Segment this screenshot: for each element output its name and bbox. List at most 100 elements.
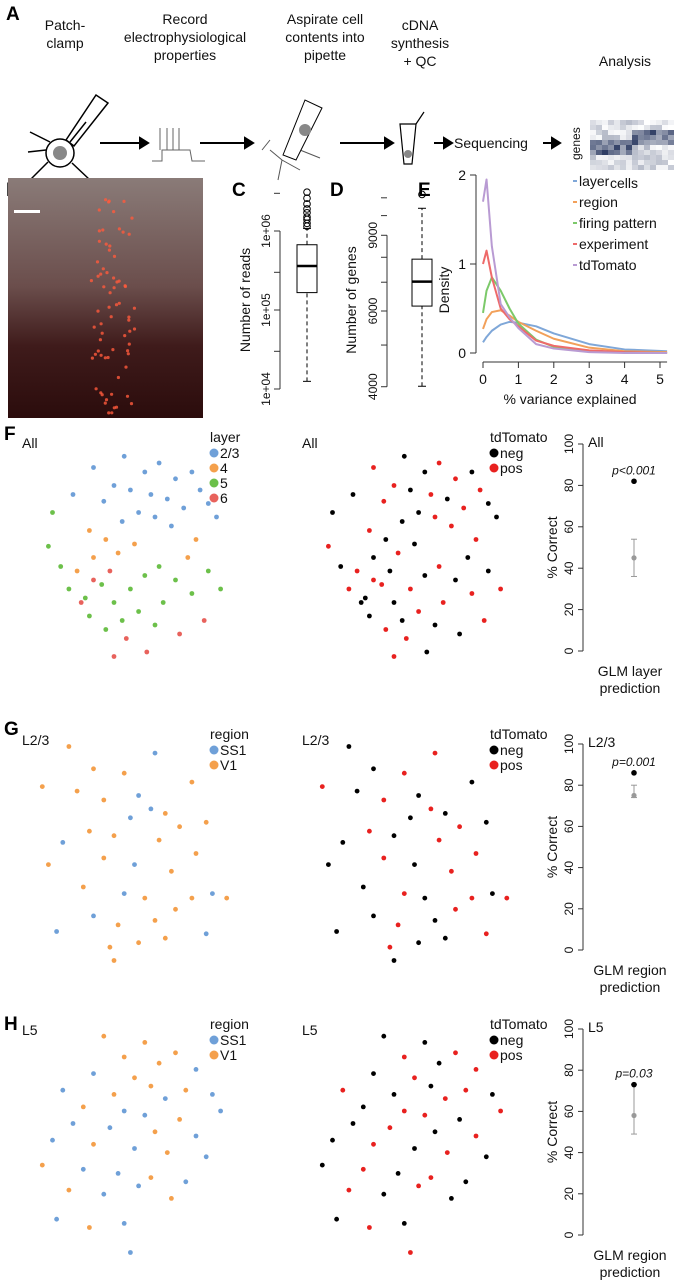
scatter-point bbox=[107, 568, 113, 574]
legend-dot bbox=[209, 463, 219, 473]
heatmap-cell bbox=[614, 155, 620, 160]
heatmap-cell bbox=[602, 130, 608, 135]
scatter-point bbox=[136, 510, 142, 515]
scatter-point bbox=[91, 577, 96, 583]
scatter-point bbox=[391, 483, 397, 488]
y-tick-label: 100 bbox=[562, 734, 576, 754]
legend-label: SS1 bbox=[220, 742, 247, 758]
legend-title: tdTomato bbox=[490, 429, 548, 445]
scatter-point bbox=[193, 851, 199, 856]
observed-point bbox=[631, 1081, 637, 1088]
heatmap-cell bbox=[662, 125, 668, 130]
x-axis-label: prediction bbox=[600, 1264, 661, 1280]
scatter-point bbox=[490, 1092, 495, 1097]
scatter-point bbox=[201, 618, 207, 623]
heatmap-cell bbox=[614, 145, 620, 150]
legend-title: layer bbox=[210, 429, 241, 445]
heatmap-cell bbox=[668, 130, 674, 135]
heatmap-cell bbox=[656, 155, 662, 160]
y-tick-label: 0 bbox=[562, 1231, 576, 1238]
scatter-point bbox=[403, 636, 409, 641]
scatter-point bbox=[350, 492, 356, 497]
scatter-point bbox=[101, 1191, 107, 1197]
heatmap-cell bbox=[644, 165, 650, 170]
scatter-point bbox=[330, 510, 335, 515]
scatter-point bbox=[381, 855, 387, 861]
scatter-point bbox=[91, 913, 96, 919]
scatter-point bbox=[39, 1162, 45, 1168]
y-tick-label: 60 bbox=[562, 1104, 576, 1118]
y-axis-label: % Correct bbox=[544, 816, 560, 878]
legend-title: tdTomato bbox=[490, 1016, 548, 1032]
heatmap-cell bbox=[650, 145, 656, 150]
scatter-point bbox=[412, 1146, 417, 1151]
scatter-point bbox=[91, 465, 96, 470]
heatmap-cell bbox=[620, 155, 626, 160]
heatmap-cell bbox=[656, 135, 662, 140]
heatmap-cell bbox=[656, 165, 662, 170]
scatter-point bbox=[127, 586, 133, 592]
heatmap-cell bbox=[620, 150, 626, 155]
scatter-point bbox=[101, 1033, 107, 1039]
heatmap-cell bbox=[614, 160, 620, 165]
panel-label-h: H bbox=[4, 1014, 18, 1035]
scatter-point bbox=[362, 595, 368, 601]
scatter-point bbox=[50, 1137, 55, 1143]
heatmap-cell bbox=[644, 150, 650, 155]
scatter-point bbox=[428, 492, 434, 497]
scatter-point bbox=[132, 862, 137, 867]
legend-label: tdTomato bbox=[579, 257, 637, 273]
scatter-point bbox=[326, 862, 331, 867]
panel-label-f: F bbox=[4, 424, 16, 445]
scatter-point bbox=[101, 498, 107, 504]
heatmap-cell bbox=[590, 165, 596, 170]
null-mean-point bbox=[631, 792, 637, 799]
tdtomato-cells bbox=[89, 198, 137, 415]
red-cell bbox=[96, 349, 100, 353]
red-cell bbox=[108, 291, 112, 295]
scatter-point bbox=[115, 550, 121, 556]
heatmap-cell bbox=[626, 130, 632, 135]
legend-dot bbox=[209, 478, 219, 488]
red-cell bbox=[98, 338, 102, 342]
scatter-point bbox=[498, 1108, 503, 1114]
scatter-point bbox=[156, 837, 162, 843]
scatter-point bbox=[87, 613, 92, 619]
scatter-point bbox=[401, 1108, 407, 1114]
plot-title: L2/3 bbox=[588, 734, 615, 750]
scatter-point bbox=[91, 766, 96, 772]
scatter-point bbox=[54, 929, 59, 934]
scatter-point bbox=[428, 806, 434, 812]
scatter-point bbox=[66, 586, 72, 592]
red-cell bbox=[114, 303, 119, 307]
heatmap-cell bbox=[608, 140, 614, 145]
legend-label: 5 bbox=[220, 475, 228, 491]
heatmap-cell bbox=[668, 165, 674, 170]
plot-title: All bbox=[588, 434, 604, 450]
scatter-point bbox=[111, 483, 117, 488]
legend-label: SS1 bbox=[220, 1032, 247, 1048]
heatmap-cell bbox=[590, 140, 596, 145]
heatmap-cell bbox=[590, 120, 596, 125]
red-cell bbox=[107, 248, 111, 252]
scatter-point bbox=[152, 1129, 158, 1135]
scatter-point bbox=[401, 770, 407, 776]
scatter-point bbox=[449, 868, 454, 874]
red-cell bbox=[123, 284, 127, 288]
x-tick-label: 1 bbox=[515, 371, 523, 387]
red-cell bbox=[105, 271, 109, 275]
scatter-point bbox=[354, 788, 360, 794]
scatter-point bbox=[401, 1054, 407, 1060]
scatter-point bbox=[432, 514, 438, 520]
heatmap-cell bbox=[602, 155, 608, 160]
scatter-point bbox=[334, 929, 339, 934]
y-tick-label: 20 bbox=[562, 902, 576, 916]
red-cell bbox=[99, 353, 103, 357]
scatter-point bbox=[360, 884, 366, 890]
scatter-point bbox=[181, 505, 187, 511]
red-cell bbox=[126, 352, 130, 356]
scatter-point bbox=[119, 519, 125, 524]
observed-point bbox=[631, 770, 637, 776]
